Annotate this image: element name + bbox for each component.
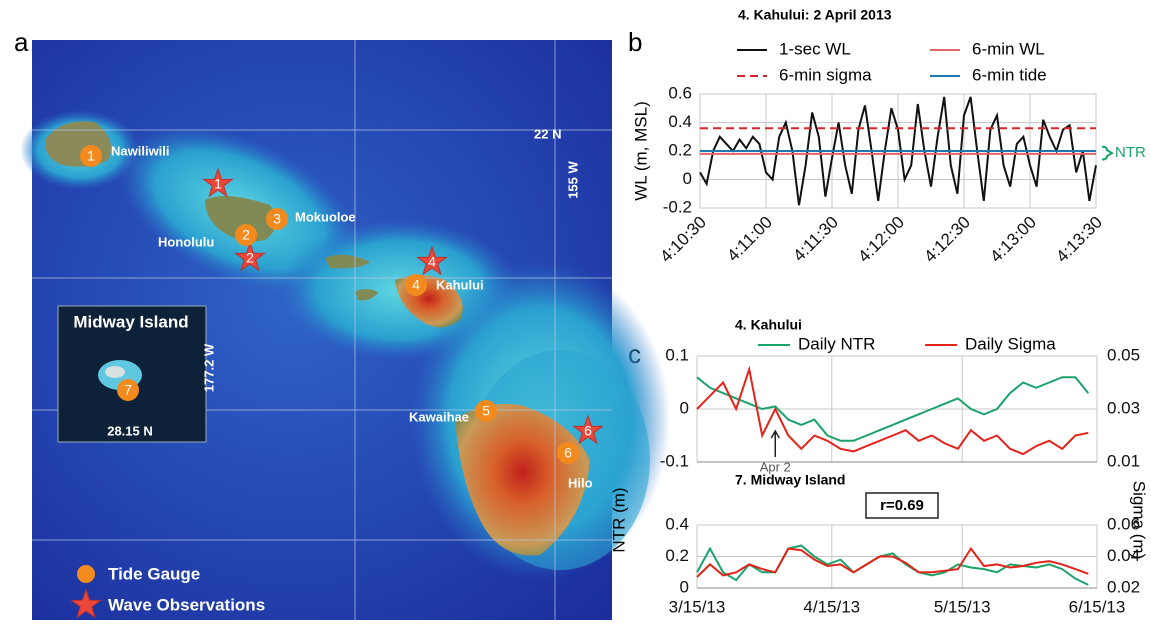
annotation: Apr 2: [760, 459, 791, 474]
annotation: NTR: [1115, 144, 1146, 161]
x-tick-label: 4:13:00: [986, 213, 1040, 267]
star-number: 6: [584, 423, 592, 439]
x-tick-label: 4:11:30: [789, 213, 842, 266]
chart-title: 4. Kahului: 2 April 2013: [738, 7, 892, 23]
inset-title: Midway Island: [73, 312, 188, 331]
x-tick-label: 4/15/13: [803, 597, 860, 616]
y-tick-label: -0.2: [663, 197, 692, 216]
annotation-box: [865, 492, 939, 519]
x-tick-label: 4:10:30: [656, 213, 710, 267]
y2-tick-label: 0.01: [1107, 451, 1140, 470]
lon-label: 155 W: [565, 160, 580, 198]
legend-label: Tide Gauge: [108, 564, 200, 583]
series-line: [699, 96, 1097, 206]
star-number: 2: [246, 250, 254, 266]
place-labels: Nawiliwili Honolulu Mokuoloe Kahului Kaw…: [111, 126, 593, 490]
legend-label: Wave Observations: [108, 595, 265, 614]
y-axis-label: WL (m, MSL): [631, 101, 650, 200]
y-axis-label: NTR (m): [609, 487, 628, 552]
place-label: Kawaihae: [409, 409, 469, 424]
gauge-number: 3: [273, 211, 281, 227]
inset: Midway Island 177.2 W 28.15 N: [57, 305, 216, 443]
place-label: Nawiliwili: [111, 143, 170, 158]
inset-lon: 177.2 W: [201, 343, 216, 392]
y-tick-label: 0.1: [665, 345, 689, 364]
gauge-number: 2: [242, 227, 250, 243]
y-tick-label: 0.4: [665, 514, 689, 533]
x-tick-label: 6/15/13: [1069, 597, 1126, 616]
annotation: r=0.69: [880, 497, 924, 514]
map: Midway Island 177.2 W 28.15 N 1 2 4 6 1 …: [20, 40, 670, 620]
ntr-bracket: [1101, 145, 1114, 161]
y2-tick-label: 0.04: [1107, 546, 1140, 565]
y2-tick-label: 0.06: [1107, 514, 1140, 533]
y-tick-label: 0.6: [668, 83, 692, 102]
gauge-number: 7: [124, 382, 132, 398]
gauge-number: 1: [87, 148, 95, 164]
inset-lat: 28.15 N: [107, 423, 153, 438]
y2-axis-label: Sigma (m): [1130, 481, 1149, 559]
place-label: Hilo: [568, 475, 593, 490]
legend-label: Daily Sigma: [965, 334, 1056, 353]
y2-tick-label: 0.03: [1107, 398, 1140, 417]
chart-title: 4. Kahului: [735, 317, 802, 333]
map-legend: Tide Gauge Wave Observations: [71, 564, 265, 618]
gauge-number: 5: [482, 403, 490, 419]
x-tick-label: 4:13:30: [1052, 213, 1106, 267]
x-tick-label: 3/15/13: [669, 597, 726, 616]
panel-label: a: [14, 27, 29, 57]
legend-label: 1-sec WL: [779, 39, 851, 58]
tide-gauges: 1 2 3 4 5 6 7: [80, 145, 579, 464]
charts: 4. Kahului: 2 April 2013 -0.2 0 0.2 0.4 0.6 4:…: [609, 7, 1148, 617]
place-label: Mokuoloe: [295, 209, 356, 224]
legend-label: 6-min tide: [972, 65, 1047, 84]
legend-label: 6-min sigma: [779, 65, 872, 84]
lat-label: 22 N: [534, 126, 561, 141]
legend-label: 6-min WL: [972, 39, 1045, 58]
y-tick-label: 0.2: [665, 546, 689, 565]
place-label: Honolulu: [158, 234, 214, 249]
y-tick-label: 0.2: [668, 140, 692, 159]
y-tick-label: -0.1: [660, 451, 689, 470]
place-label: Kahului: [436, 277, 484, 292]
y-tick-label: 0: [680, 577, 689, 596]
star-number: 4: [428, 254, 436, 270]
x-tick-label: 4:11:00: [723, 213, 776, 266]
panel-label: b: [628, 27, 642, 57]
gauge-number: 4: [412, 277, 420, 293]
chart-title: 7. Midway Island: [735, 472, 845, 488]
star-number: 1: [214, 176, 222, 192]
wave-stars: 1 2 4 6: [203, 168, 603, 444]
y-tick-label: 0.4: [668, 112, 692, 131]
legend-label: Daily NTR: [798, 334, 875, 353]
series-line: [696, 546, 1089, 578]
y-tick-label: 0: [680, 398, 689, 417]
gauge-number: 6: [564, 445, 572, 461]
x-tick-label: 5/15/13: [934, 597, 991, 616]
series-line: [696, 376, 1090, 442]
y2-tick-label: 0.02: [1107, 577, 1140, 596]
y2-tick-label: 0.05: [1107, 345, 1140, 364]
x-tick-label: 4:12:30: [920, 213, 974, 267]
series-line: [696, 365, 1089, 456]
x-tick-label: 4:12:00: [854, 213, 908, 267]
annotation-arrow: [770, 429, 780, 457]
y-tick-label: 0: [683, 169, 692, 188]
